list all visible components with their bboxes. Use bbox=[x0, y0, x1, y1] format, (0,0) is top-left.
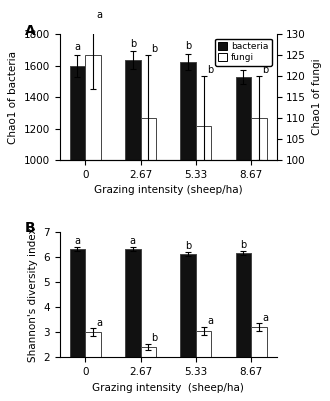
Bar bbox=[251, 327, 267, 357]
Y-axis label: Chao1 of bacteria: Chao1 of bacteria bbox=[8, 51, 18, 144]
Bar bbox=[141, 118, 156, 160]
Text: a: a bbox=[96, 10, 102, 20]
Bar bbox=[196, 126, 211, 160]
Bar bbox=[125, 60, 141, 160]
X-axis label: Grazing intensity  (sheep/ha): Grazing intensity (sheep/ha) bbox=[92, 383, 244, 393]
Text: a: a bbox=[75, 236, 81, 246]
Text: b: b bbox=[151, 44, 158, 53]
Text: c: c bbox=[241, 58, 246, 68]
Bar bbox=[236, 253, 251, 357]
Y-axis label: Chao1 of fungi: Chao1 of fungi bbox=[312, 59, 322, 136]
Text: b: b bbox=[207, 65, 213, 75]
Text: a: a bbox=[262, 313, 268, 323]
Bar bbox=[85, 332, 101, 357]
Text: a: a bbox=[96, 318, 102, 328]
Bar bbox=[181, 254, 196, 357]
Bar bbox=[141, 347, 156, 357]
Text: b: b bbox=[262, 65, 269, 75]
Legend: bacteria, fungi: bacteria, fungi bbox=[215, 38, 272, 66]
Text: B: B bbox=[25, 221, 36, 235]
Text: b: b bbox=[151, 333, 158, 343]
Text: b: b bbox=[240, 240, 247, 250]
Text: a: a bbox=[130, 236, 136, 246]
Text: a: a bbox=[207, 316, 213, 326]
Bar bbox=[181, 62, 196, 160]
Bar bbox=[125, 249, 141, 357]
Bar bbox=[196, 331, 211, 357]
Bar bbox=[251, 118, 267, 160]
Bar bbox=[85, 55, 101, 160]
Text: A: A bbox=[25, 24, 36, 38]
Text: b: b bbox=[130, 39, 136, 49]
Bar bbox=[70, 66, 85, 160]
Text: a: a bbox=[75, 42, 81, 52]
Bar bbox=[70, 249, 85, 357]
Bar bbox=[236, 77, 251, 160]
X-axis label: Grazing intensity (sheep/ha): Grazing intensity (sheep/ha) bbox=[94, 185, 243, 195]
Text: b: b bbox=[185, 41, 191, 51]
Y-axis label: Shannon's diversity index: Shannon's diversity index bbox=[28, 227, 38, 362]
Text: b: b bbox=[185, 241, 191, 251]
